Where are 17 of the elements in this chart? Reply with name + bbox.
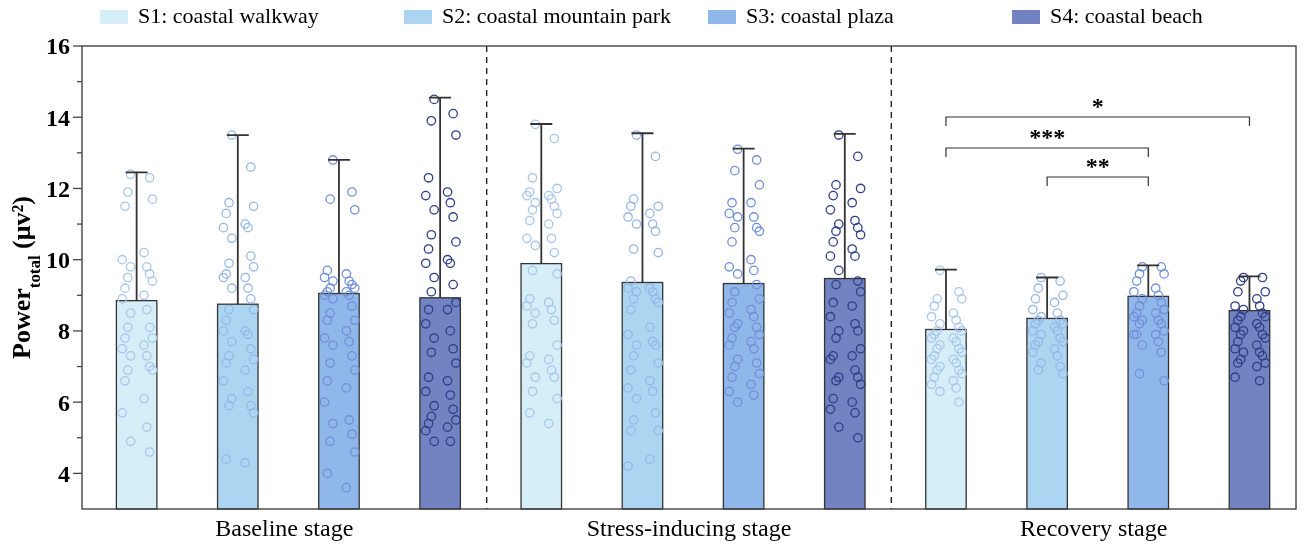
legend-label: S3: coastal plaza bbox=[746, 3, 895, 28]
y-tick-label: 10 bbox=[46, 247, 70, 274]
annotation: *** bbox=[1029, 124, 1066, 150]
y-tick-label: 14 bbox=[46, 104, 70, 131]
legend-label: S4: coastal beach bbox=[1050, 3, 1203, 28]
y-tick-label: 8 bbox=[58, 318, 70, 345]
y-tick-label: 16 bbox=[46, 33, 70, 60]
x-tick-label: Baseline stage bbox=[215, 515, 354, 541]
y-tick-label: 6 bbox=[58, 389, 70, 416]
annotation: ** bbox=[1085, 153, 1110, 179]
x-tick-label: Recovery stage bbox=[1020, 515, 1168, 541]
y-tick-label: 4 bbox=[58, 460, 70, 487]
legend-label: S1: coastal walkway bbox=[138, 3, 319, 28]
y-tick-label: 12 bbox=[46, 175, 70, 202]
annotation: * bbox=[1091, 93, 1104, 119]
x-tick-label: Stress-inducing stage bbox=[586, 515, 792, 541]
legend-label: S2: coastal mountain park bbox=[442, 3, 672, 28]
